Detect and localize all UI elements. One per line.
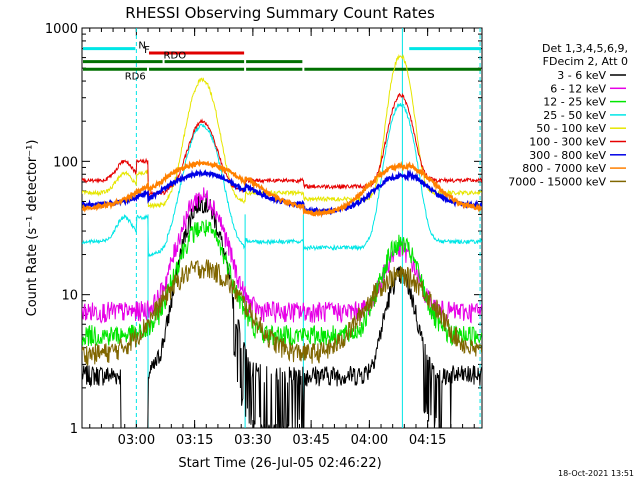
legend-label: 7000 - 15000 keV: [508, 175, 606, 188]
flag-label: RDO: [164, 51, 187, 62]
flag-label: F: [144, 45, 150, 56]
legend-label: 3 - 6 keV: [557, 69, 606, 82]
series-line: [82, 187, 482, 324]
legend: Det 1,3,4,5,6,9,FDecim 2, Att 03 - 6 keV…: [508, 42, 628, 188]
y-tick-label: 1: [70, 422, 78, 437]
series-line: [82, 259, 482, 367]
legend-header: Det 1,3,4,5,6,9,: [542, 42, 628, 55]
series-line: [82, 158, 482, 218]
series-line: [82, 53, 482, 210]
x-tick-label: 04:15: [409, 433, 446, 448]
x-tick-label: 04:00: [351, 433, 388, 448]
plot-frame: [81, 27, 483, 429]
x-tick-label: 03:15: [176, 433, 213, 448]
flag-label: RD6: [125, 71, 146, 82]
x-axis-label: Start Time (26-Jul-05 02:46:22): [178, 456, 381, 471]
y-tick-label: 10: [61, 289, 78, 304]
flag-label: N: [138, 41, 145, 52]
legend-label: 100 - 300 keV: [529, 136, 606, 149]
legend-label: 800 - 7000 keV: [522, 162, 606, 175]
legend-label: 12 - 25 keV: [543, 96, 606, 109]
chart-title: RHESSI Observing Summary Count Rates: [125, 4, 435, 22]
series-group: [82, 53, 482, 428]
y-tick-label: 1000: [45, 22, 78, 37]
legend-label: 25 - 50 keV: [543, 109, 606, 122]
series-line: [82, 102, 482, 258]
x-tick-label: 03:45: [292, 433, 329, 448]
legend-label: 6 - 12 keV: [550, 82, 606, 95]
series-line: [82, 193, 482, 428]
plot-area: 1 10 100 1000 03:00 03:15 03:30 03:45 04:00 04:15…: [45, 22, 483, 448]
y-axis-label: Count Rate (s⁻¹ detector⁻¹): [25, 140, 40, 317]
legend-label: 300 - 800 keV: [529, 149, 606, 162]
x-tick-label: 03:00: [118, 433, 155, 448]
x-tick-label: 03:30: [234, 433, 271, 448]
y-tick-label: 100: [53, 155, 78, 170]
legend-label: 50 - 100 keV: [536, 122, 606, 135]
footer-timestamp: 18-Oct-2021 13:51: [558, 469, 634, 478]
legend-header: FDecim 2, Att 0: [543, 55, 628, 68]
